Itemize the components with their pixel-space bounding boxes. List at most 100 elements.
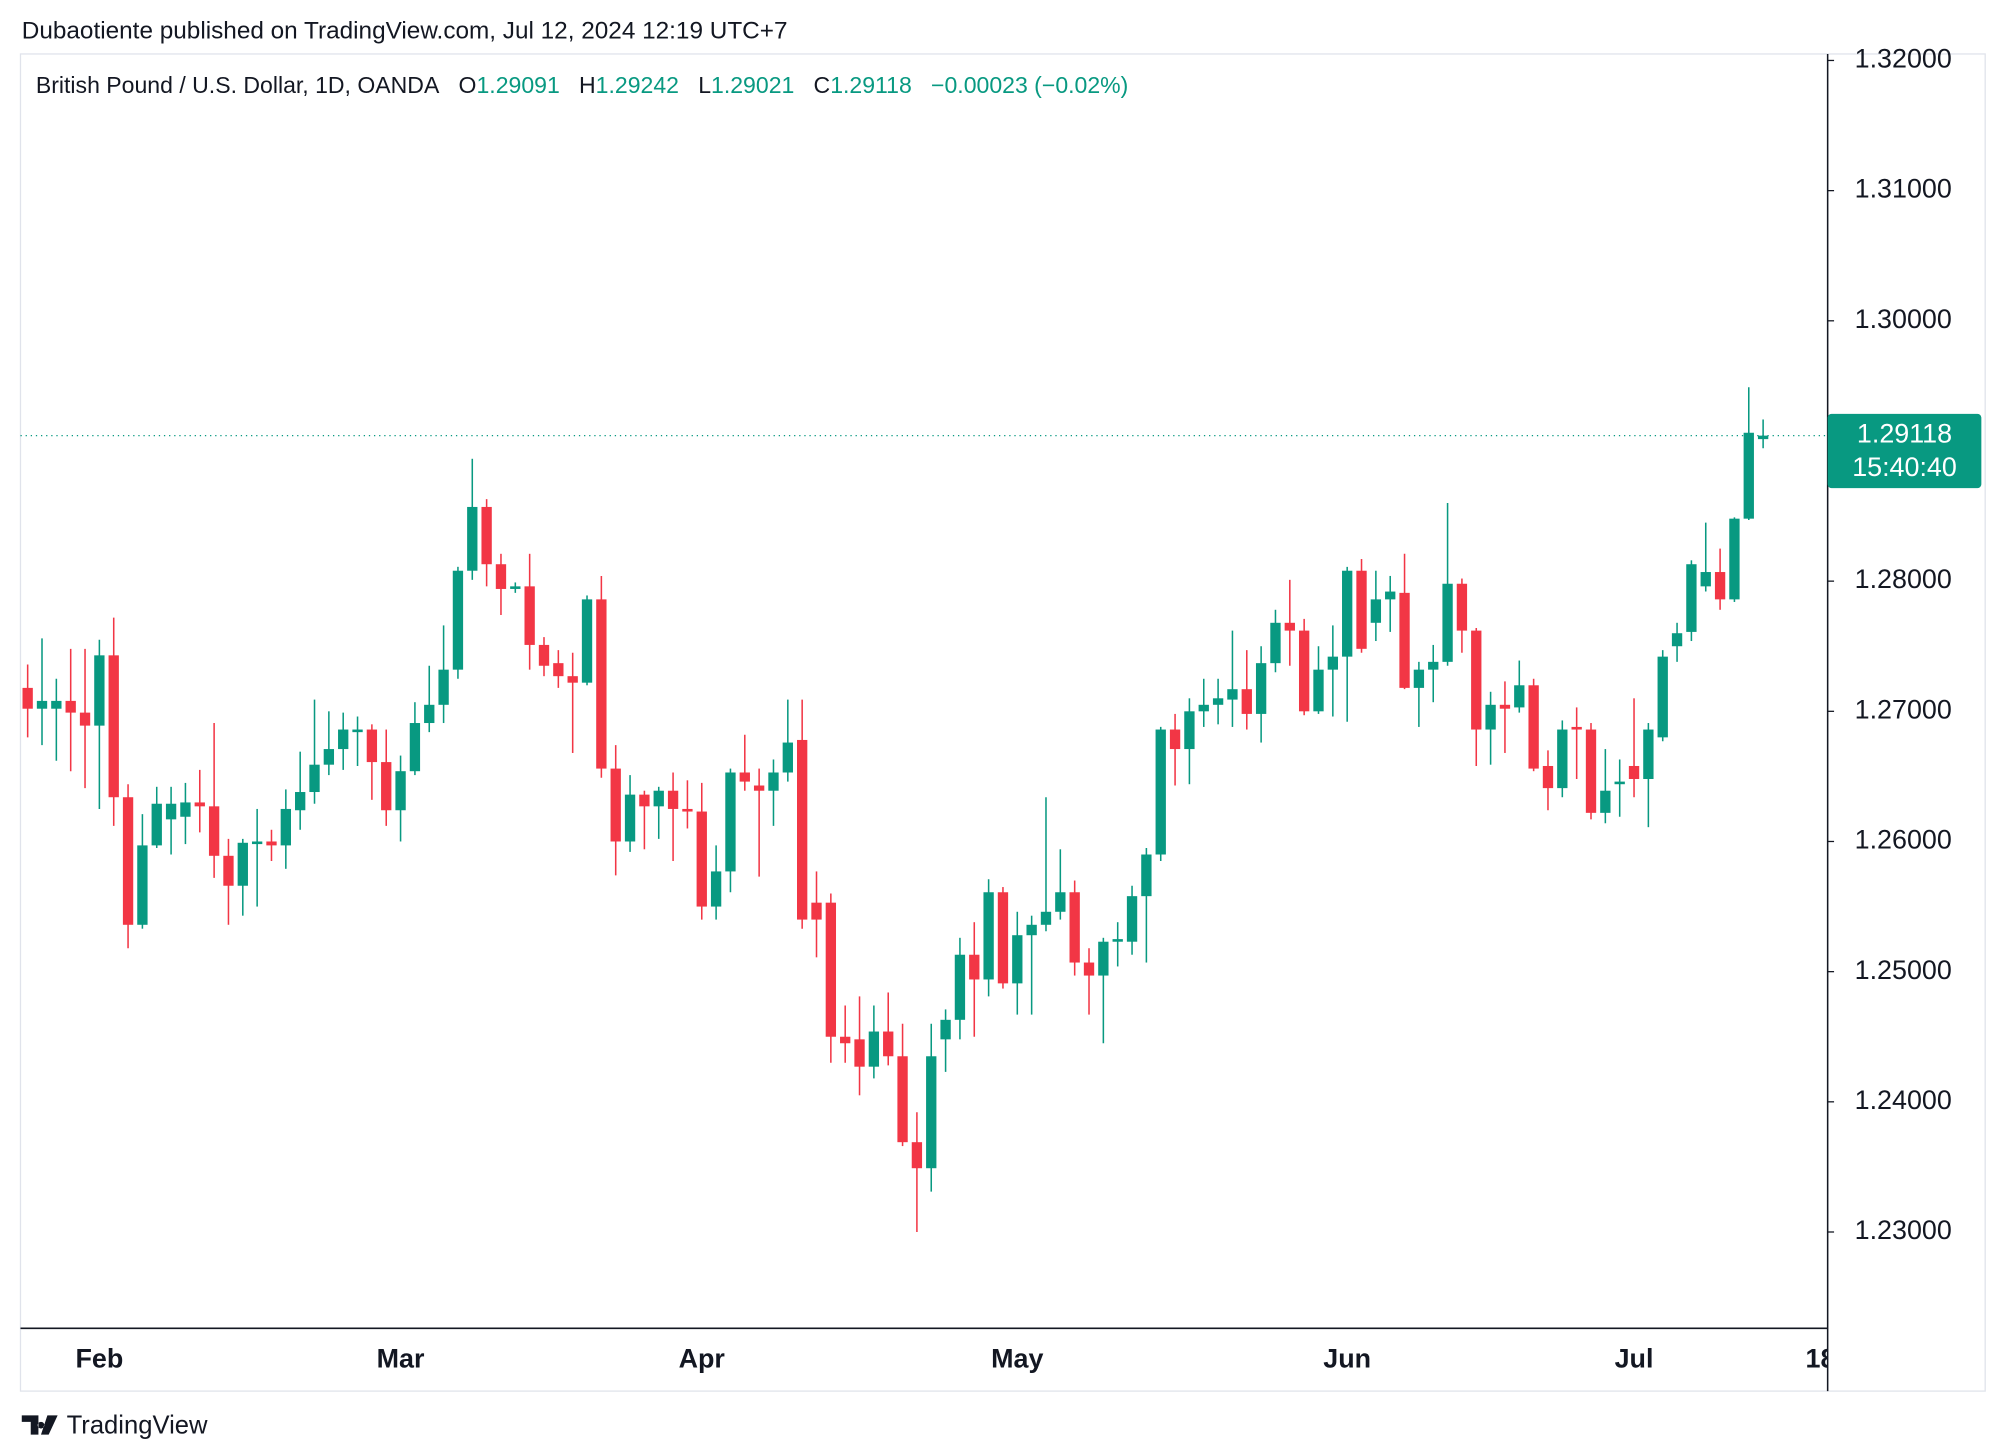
x-tick-label: Mar xyxy=(377,1343,425,1373)
open-value: 1.29091 xyxy=(476,72,559,98)
low-value: 1.29021 xyxy=(711,72,794,98)
candle-body xyxy=(1327,656,1339,670)
candle-body xyxy=(1370,599,1382,623)
candles xyxy=(22,387,1769,1232)
candle-body xyxy=(409,723,421,772)
candle-body xyxy=(352,729,363,733)
candle-body xyxy=(567,676,578,683)
candle-body xyxy=(725,772,736,872)
candle-body xyxy=(883,1031,894,1057)
candle-body xyxy=(424,704,435,724)
candle-body xyxy=(94,655,105,726)
candle-body xyxy=(1485,704,1496,730)
candle-body xyxy=(1729,518,1740,600)
candle-body xyxy=(1585,729,1597,813)
candle-body xyxy=(1743,432,1754,519)
candle-body xyxy=(926,1056,937,1169)
candle-body xyxy=(1600,790,1611,813)
candle-body xyxy=(1628,765,1640,780)
logo-text: TradingView xyxy=(67,1412,208,1440)
candle-body xyxy=(1399,592,1410,688)
close-value: 1.29118 xyxy=(830,72,912,98)
candle-body xyxy=(753,785,765,791)
candle-body xyxy=(36,700,48,709)
candle-body xyxy=(739,772,750,782)
candle-body xyxy=(997,892,1009,984)
candle-body xyxy=(1757,435,1769,440)
candle-body xyxy=(825,902,837,1037)
close-label: C xyxy=(814,72,831,98)
candle-body xyxy=(682,808,693,812)
candle-body xyxy=(481,506,492,565)
candle-body xyxy=(782,742,793,773)
candle-body xyxy=(381,762,392,811)
candle-body xyxy=(796,739,808,920)
candle-body xyxy=(51,700,62,709)
candle-body xyxy=(1700,572,1711,587)
candle-body xyxy=(165,803,177,820)
candle-body xyxy=(624,794,636,842)
candle-body xyxy=(1714,572,1726,600)
candle-body xyxy=(1184,711,1195,750)
legend: British Pound / U.S. Dollar, 1D, OANDA O… xyxy=(36,72,1128,98)
candle-body xyxy=(510,586,521,589)
candle-body xyxy=(1514,685,1525,708)
candle-body xyxy=(194,802,205,807)
bar-countdown: 15:40:40 xyxy=(1852,452,1957,482)
time-axis: Feb Mar Apr May Jun Jul 18 xyxy=(75,1343,1836,1373)
candle-body xyxy=(1456,583,1468,631)
y-tick-label: 1.23000 xyxy=(1855,1215,1952,1245)
last-price-label: 1.29118 xyxy=(1857,419,1952,449)
publisher-header: Dubaotiente published on TradingView.com… xyxy=(22,18,788,45)
candle-body xyxy=(223,855,234,886)
candle-body xyxy=(1428,661,1439,670)
last-price-tag xyxy=(1827,413,1982,489)
candle-body xyxy=(667,790,679,809)
candle-body xyxy=(868,1031,880,1067)
candle-body xyxy=(1112,939,1123,942)
candle-body xyxy=(1313,669,1324,712)
candle-body xyxy=(840,1036,851,1044)
y-tick-label: 1.26000 xyxy=(1855,825,1952,855)
candle-body xyxy=(108,655,119,798)
candle-body xyxy=(610,768,621,842)
candle-body xyxy=(1055,892,1066,912)
candle-body xyxy=(1227,689,1238,700)
y-tick-label: 1.24000 xyxy=(1855,1085,1952,1115)
candle-body xyxy=(1499,704,1511,709)
logo-icon xyxy=(21,1415,58,1435)
change: −0.00023 (−0.02%) xyxy=(931,72,1128,98)
candle-body xyxy=(768,772,779,791)
candle-body xyxy=(467,506,478,571)
candle-body xyxy=(1542,765,1554,789)
candle-body xyxy=(266,841,277,846)
candle-body xyxy=(180,802,191,817)
candle-body xyxy=(122,797,134,925)
x-tick-label: 18 xyxy=(1806,1343,1836,1373)
price-axis: 1.23000 1.24000 1.25000 1.26000 1.27000 1.280… xyxy=(1827,44,1952,1245)
candle-body xyxy=(1040,911,1052,925)
candle-body xyxy=(1686,564,1697,632)
candle-body xyxy=(710,871,722,907)
candle-body xyxy=(1098,941,1109,976)
high-label: H xyxy=(579,72,596,98)
high-value: 1.29242 xyxy=(596,72,679,98)
candle-body xyxy=(295,792,306,811)
candle-body xyxy=(1284,622,1295,631)
candle-body xyxy=(280,808,291,846)
candle-body xyxy=(22,687,33,709)
candle-body xyxy=(1342,570,1353,657)
candle-body xyxy=(1270,622,1281,664)
candle-body xyxy=(338,729,349,750)
x-tick-label: Jul xyxy=(1615,1343,1654,1373)
candle-body xyxy=(323,749,335,765)
y-tick-label: 1.32000 xyxy=(1855,44,1952,74)
candle-body xyxy=(1169,729,1181,750)
candle-body xyxy=(1241,689,1252,714)
candle-body xyxy=(237,842,248,886)
candle-body xyxy=(1069,892,1080,963)
candle-body xyxy=(1026,924,1037,936)
candle-body xyxy=(1083,962,1095,976)
symbol: British Pound / U.S. Dollar, 1D, OANDA xyxy=(36,72,440,98)
candle-body xyxy=(553,663,564,677)
